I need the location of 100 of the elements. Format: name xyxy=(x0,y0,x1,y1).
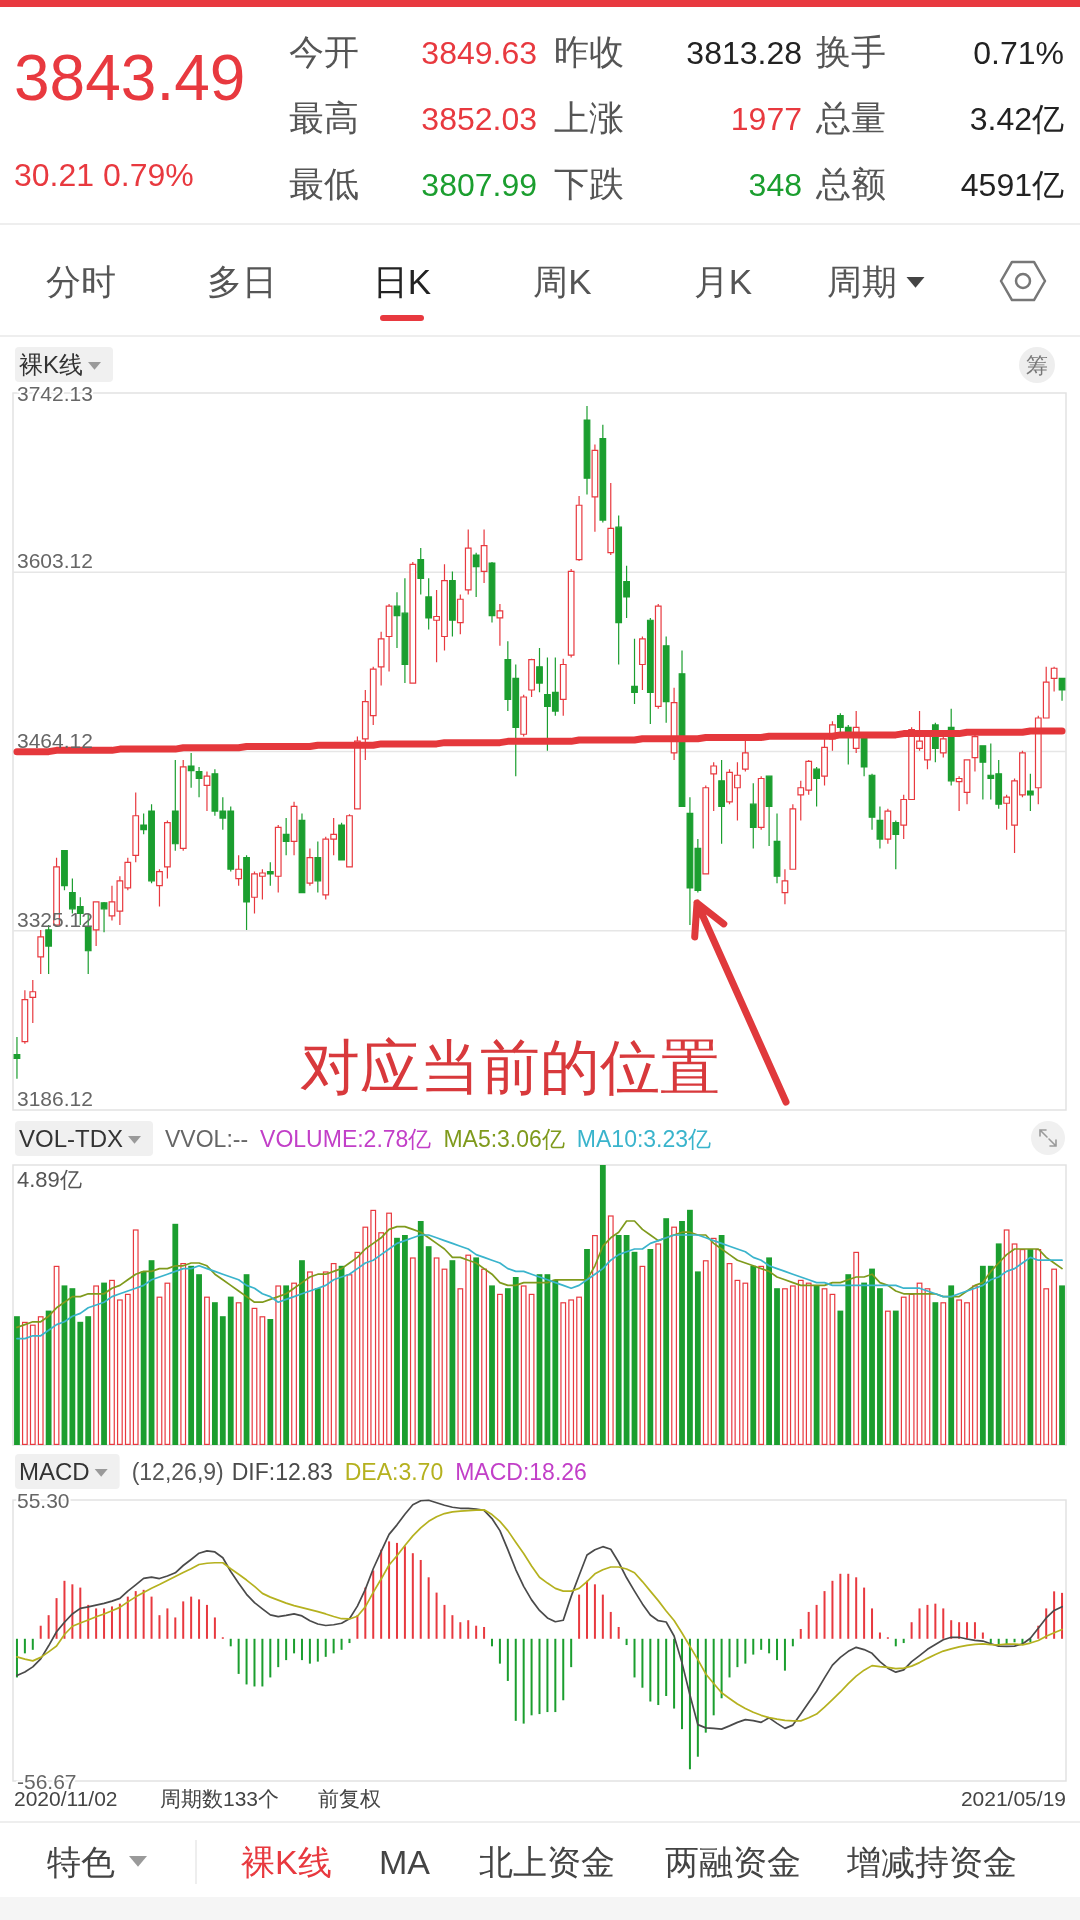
bar xyxy=(791,1638,794,1647)
bar xyxy=(855,1577,858,1639)
y-tick-label: 3742.13 xyxy=(17,381,93,405)
bar xyxy=(910,1622,913,1639)
y-tick-label: 3186.12 xyxy=(17,1087,93,1110)
bar xyxy=(617,1626,620,1639)
bar xyxy=(981,1632,984,1639)
bar xyxy=(783,1638,786,1671)
text: 今开 xyxy=(289,32,359,71)
text: 3852.03 xyxy=(421,101,537,137)
bar xyxy=(728,1638,731,1678)
bar xyxy=(807,1611,810,1639)
bar xyxy=(489,1285,495,1445)
bar xyxy=(443,1604,446,1639)
text: 前复权 xyxy=(318,1787,381,1810)
bar xyxy=(457,1288,464,1445)
bar xyxy=(39,1625,42,1639)
bar xyxy=(15,1638,18,1678)
bar xyxy=(861,1282,868,1445)
bar xyxy=(839,1573,842,1639)
bar xyxy=(688,1638,691,1770)
bar xyxy=(409,1257,416,1445)
text: 两融资金 xyxy=(665,1843,801,1881)
bar xyxy=(150,1596,153,1639)
bar xyxy=(837,1310,844,1445)
bar xyxy=(663,1218,670,1445)
bar xyxy=(710,1237,717,1445)
bar xyxy=(655,1243,662,1445)
bar xyxy=(1027,1249,1034,1445)
bar xyxy=(601,1594,604,1639)
text: 日K xyxy=(372,262,432,301)
bar xyxy=(142,1589,145,1639)
text: 0.71% xyxy=(973,35,1064,71)
bar xyxy=(293,1638,296,1654)
bar xyxy=(47,1615,50,1639)
bar xyxy=(324,1638,327,1657)
bar xyxy=(687,1209,693,1445)
text: 周期数133个 xyxy=(160,1787,280,1810)
text: 2021/05/19 xyxy=(960,1787,1066,1810)
chart-title: MACD xyxy=(19,1458,90,1485)
bar xyxy=(37,1316,44,1445)
bar xyxy=(196,1274,202,1445)
bar xyxy=(124,1293,131,1445)
bar xyxy=(538,1638,541,1715)
bar xyxy=(673,1638,676,1709)
text: 下跌 xyxy=(554,164,624,203)
bar xyxy=(259,1316,266,1445)
bar xyxy=(512,1277,519,1445)
bar xyxy=(211,1302,218,1445)
bar xyxy=(1035,1249,1042,1445)
bar xyxy=(1061,1592,1064,1639)
bar xyxy=(174,1617,177,1639)
bar xyxy=(425,1246,432,1445)
bar xyxy=(419,1559,422,1639)
bar xyxy=(797,1279,804,1445)
bar xyxy=(609,1611,612,1639)
bar xyxy=(267,1319,274,1445)
bar xyxy=(386,1212,392,1445)
bar xyxy=(261,1638,264,1687)
bar xyxy=(31,1638,34,1650)
y-tick-label: 55.30 xyxy=(17,1488,70,1512)
bar xyxy=(299,1260,305,1445)
bar xyxy=(237,1638,240,1674)
bar xyxy=(586,1580,588,1639)
text: MA10:3.23亿 xyxy=(576,1126,712,1152)
bar xyxy=(633,1638,636,1678)
bar xyxy=(473,1257,480,1445)
bar xyxy=(813,1285,820,1445)
bar xyxy=(467,1620,470,1639)
bar xyxy=(639,1265,646,1445)
bar xyxy=(1051,1268,1058,1445)
bar xyxy=(103,1608,106,1639)
bar xyxy=(95,1608,98,1639)
bar xyxy=(1003,1229,1010,1445)
bar xyxy=(576,1296,582,1445)
bar xyxy=(956,1299,963,1445)
bar xyxy=(562,1638,565,1701)
text: 4591亿 xyxy=(960,167,1064,203)
bar xyxy=(370,1209,377,1445)
text: 分时 xyxy=(46,262,116,301)
bar xyxy=(584,1249,590,1445)
bar xyxy=(79,1587,82,1639)
bar xyxy=(599,1165,606,1445)
bar xyxy=(1053,1591,1056,1639)
bar xyxy=(665,1638,668,1696)
bar xyxy=(950,1620,953,1639)
bar xyxy=(522,1638,525,1724)
bar xyxy=(451,1615,454,1639)
bar xyxy=(718,1235,725,1445)
annotation: 对应当前的位置 xyxy=(300,1034,720,1101)
bar xyxy=(372,1570,375,1639)
bar xyxy=(694,1271,701,1445)
bar xyxy=(253,1638,256,1687)
bar xyxy=(554,1638,557,1713)
bar xyxy=(877,1288,883,1445)
text: 多日 xyxy=(206,262,277,301)
bar xyxy=(116,1299,123,1445)
bar xyxy=(776,1638,779,1661)
text: MA xyxy=(379,1843,431,1881)
bar xyxy=(188,1265,195,1445)
